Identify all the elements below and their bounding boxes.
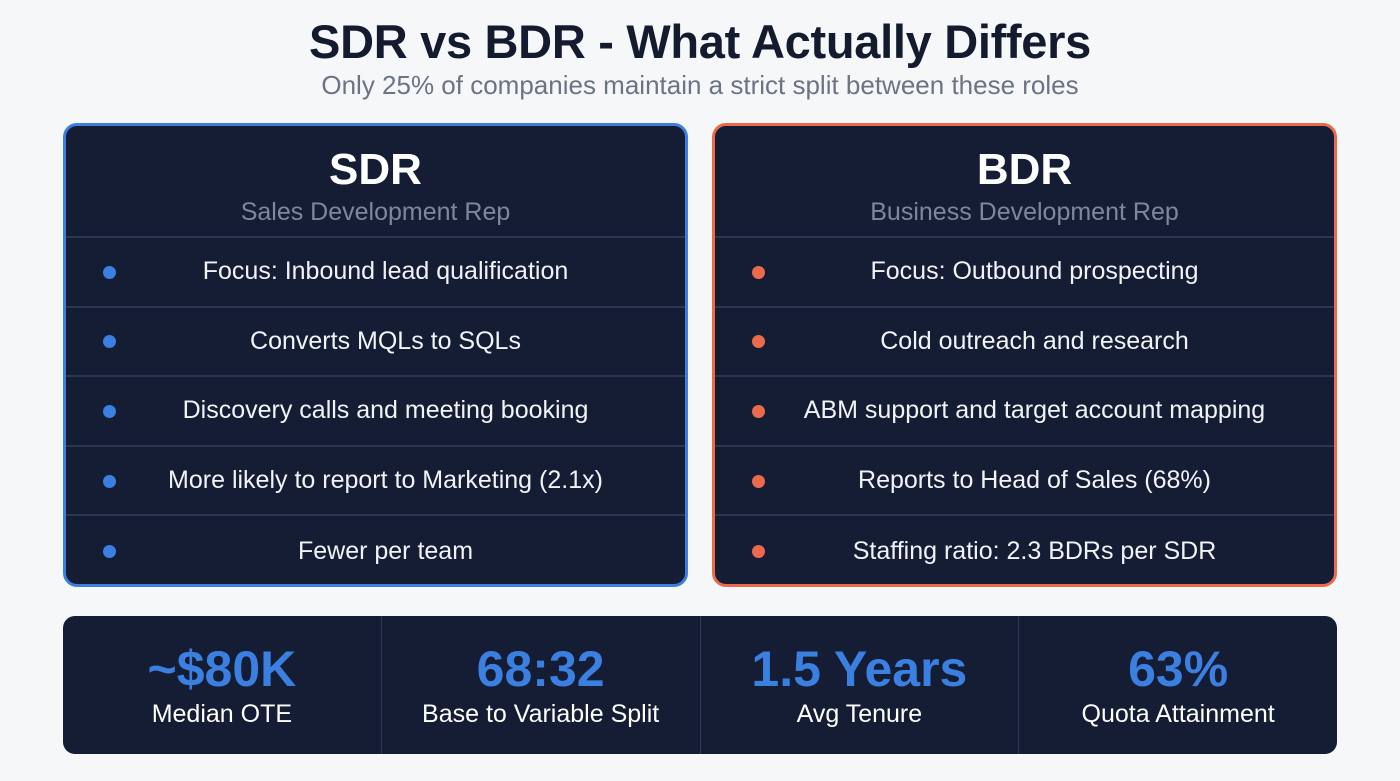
- bullet-dot-icon: [752, 404, 765, 418]
- list-item: Focus: Outbound prospecting: [715, 238, 1334, 308]
- page-subtitle: Only 25% of companies maintain a strict …: [321, 70, 1079, 100]
- bdr-card: BDR Business Development Rep Focus: Outb…: [712, 123, 1337, 587]
- list-item: Discovery calls and meeting booking: [66, 377, 685, 447]
- bullet-dot-icon: [752, 474, 765, 488]
- bullet-dot-icon: [752, 545, 765, 559]
- stat-value: 68:32: [476, 641, 605, 697]
- list-item: Focus: Inbound lead qualification: [66, 238, 685, 308]
- bullet-dot-icon: [103, 265, 116, 279]
- bullet-dot-icon: [103, 545, 116, 559]
- stat-value: 63%: [1128, 641, 1229, 697]
- bullet-dot-icon: [103, 474, 116, 488]
- bdr-card-subtitle: Business Development Rep: [870, 198, 1179, 226]
- list-item-text: Staffing ratio: 2.3 BDRs per SDR: [852, 536, 1217, 565]
- list-item-text: Focus: Inbound lead qualification: [202, 257, 569, 286]
- list-item-text: More likely to report to Marketing (2.1x…: [168, 466, 603, 495]
- list-item-text: Focus: Outbound prospecting: [870, 257, 1199, 286]
- sdr-card-title: SDR: [329, 145, 422, 194]
- list-item: Reports to Head of Sales (68%): [715, 447, 1334, 517]
- sdr-card: SDR Sales Development Rep Focus: Inbound…: [63, 123, 688, 587]
- list-item: Fewer per team: [66, 516, 685, 584]
- stat-label: Median OTE: [151, 700, 293, 728]
- list-item: Staffing ratio: 2.3 BDRs per SDR: [715, 516, 1334, 584]
- stat-value: ~$80K: [147, 641, 297, 697]
- bullet-dot-icon: [103, 335, 116, 349]
- sdr-card-header: SDR Sales Development Rep: [66, 126, 685, 238]
- stat-label: Quota Attainment: [1081, 700, 1275, 728]
- list-item-text: Fewer per team: [297, 536, 474, 565]
- list-item-text: ABM support and target account mapping: [803, 396, 1266, 425]
- stat-label: Base to Variable Split: [422, 700, 660, 728]
- stats-bar: ~$80K Median OTE 68:32 Base to Variable …: [63, 616, 1337, 754]
- stat-avg-tenure: 1.5 Years Avg Tenure: [701, 616, 1020, 754]
- bdr-card-title: BDR: [976, 145, 1073, 194]
- list-item: More likely to report to Marketing (2.1x…: [66, 447, 685, 517]
- stat-quota-attainment: 63% Quota Attainment: [1019, 616, 1337, 754]
- stat-label: Avg Tenure: [796, 700, 923, 728]
- page-title: SDR vs BDR - What Actually Differs: [309, 15, 1091, 68]
- list-item: Cold outreach and research: [715, 308, 1334, 378]
- list-item: Converts MQLs to SQLs: [66, 308, 685, 378]
- bdr-card-header: BDR Business Development Rep: [715, 126, 1334, 238]
- stat-base-variable-split: 68:32 Base to Variable Split: [382, 616, 701, 754]
- bullet-dot-icon: [752, 335, 765, 349]
- list-item-text: Reports to Head of Sales (68%): [858, 466, 1211, 495]
- list-item: ABM support and target account mapping: [715, 377, 1334, 447]
- list-item-text: Converts MQLs to SQLs: [250, 326, 521, 355]
- sdr-card-subtitle: Sales Development Rep: [240, 198, 511, 226]
- bullet-dot-icon: [752, 265, 765, 279]
- stat-median-ote: ~$80K Median OTE: [63, 616, 382, 754]
- stat-value: 1.5 Years: [751, 641, 968, 697]
- list-item-text: Cold outreach and research: [880, 326, 1189, 355]
- list-item-text: Discovery calls and meeting booking: [182, 396, 589, 425]
- bullet-dot-icon: [103, 404, 116, 418]
